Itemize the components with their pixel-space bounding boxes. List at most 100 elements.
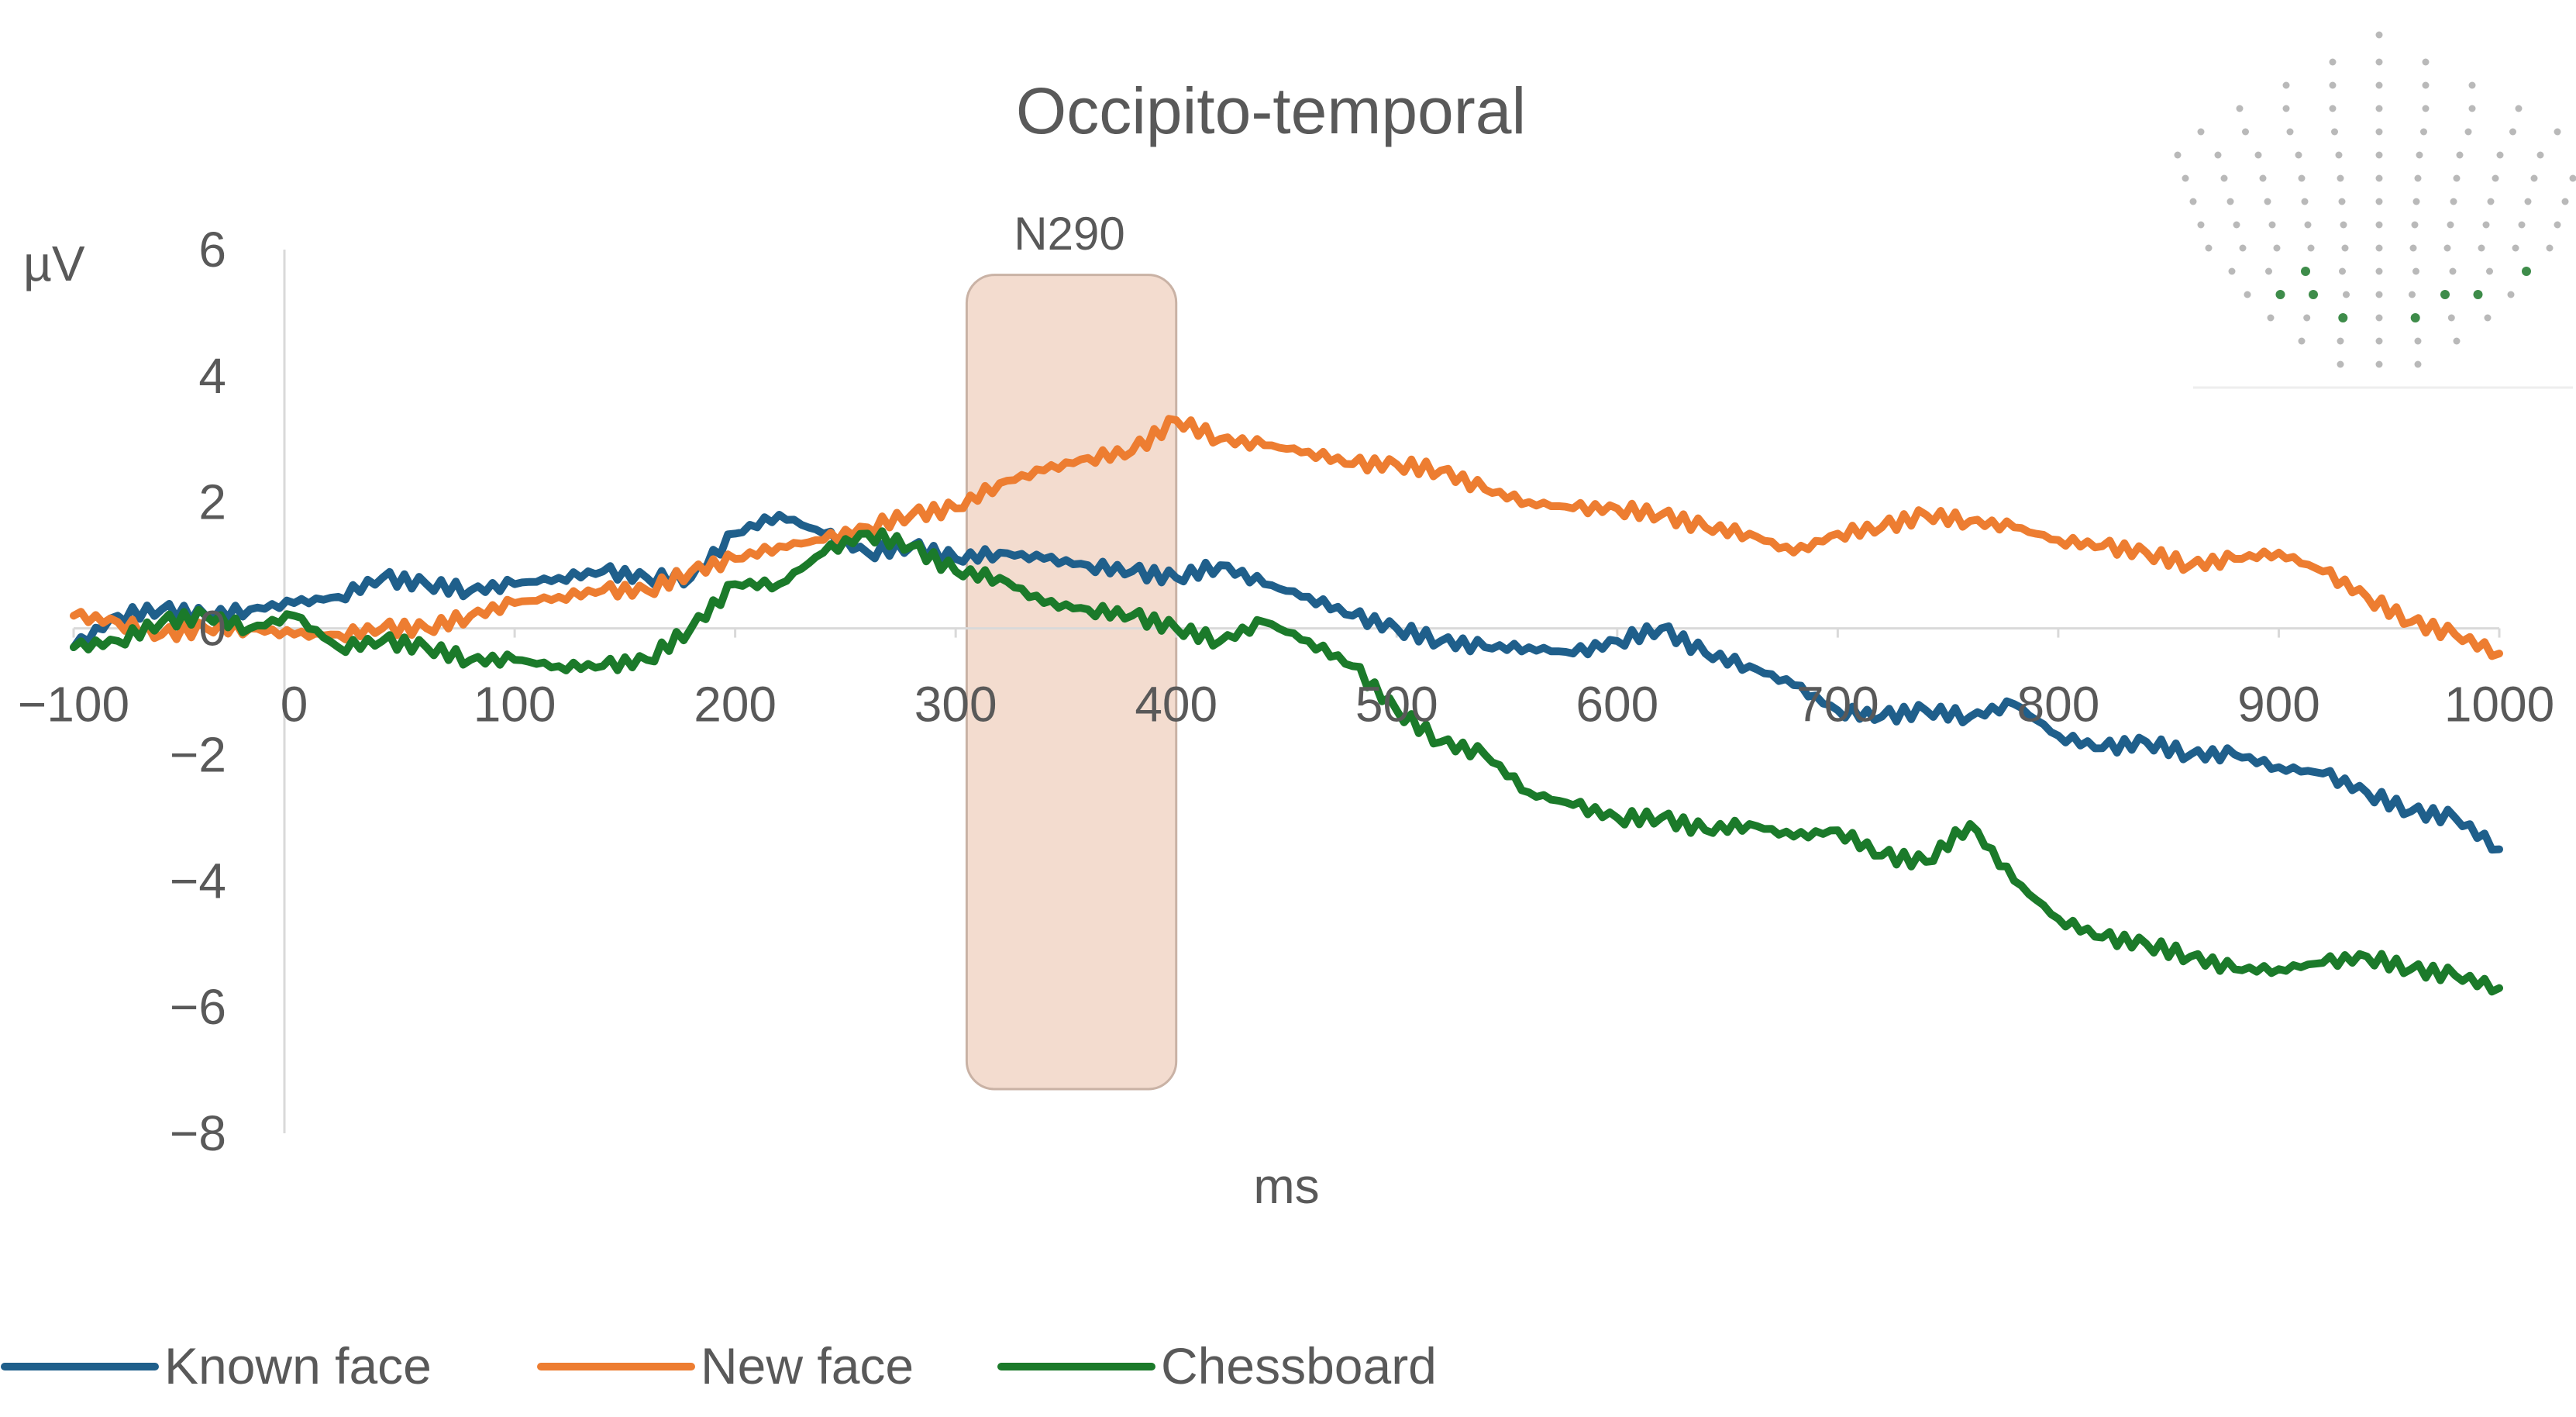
electrode-dot [2274, 245, 2281, 252]
electrode-dot [2450, 198, 2457, 205]
y-tick-label: 0 [198, 601, 226, 657]
x-tick-label: 500 [1355, 677, 1438, 733]
electrode-dot [2340, 222, 2347, 229]
electrode-dot [2376, 105, 2383, 112]
x-tick-label: 1000 [2444, 677, 2554, 733]
x-tick-label: 0 [281, 677, 308, 733]
x-tick-label: −100 [18, 677, 129, 733]
electrode-dot [2265, 268, 2272, 275]
legend-label: New face [701, 1337, 914, 1395]
electrode-dot [2337, 361, 2344, 368]
electrode-dot [2287, 129, 2294, 136]
electrode-dot [2343, 291, 2350, 298]
legend-label: Known face [164, 1337, 432, 1395]
electrode-dot [2330, 82, 2337, 89]
y-tick-label: −2 [170, 726, 226, 782]
electrode-dot [2264, 198, 2271, 205]
y-axis-label: µV [23, 236, 85, 291]
electrode-dot [2198, 222, 2205, 229]
y-tick-label: −4 [170, 853, 226, 908]
electrode-dot [2376, 198, 2383, 205]
y-tick-label: 6 [198, 222, 226, 278]
electrode-dot [2413, 198, 2420, 205]
electrode-dot [2376, 291, 2383, 298]
electrode-dot [2488, 198, 2495, 205]
x-tick-label: 400 [1135, 677, 1217, 733]
electrode-dot [2519, 222, 2526, 229]
electrode-dot [2492, 175, 2499, 182]
electrode-map-inset [2175, 32, 2576, 388]
electrode-dot [2283, 82, 2290, 89]
chart-title: Occipito-temporal [1016, 74, 1526, 147]
annotation-label: N290 [1014, 208, 1124, 260]
electrode-dot [2512, 245, 2519, 252]
electrode-dot-selected [2474, 290, 2483, 299]
electrode-dot [2305, 222, 2312, 229]
electrode-dot-selected [2411, 313, 2420, 322]
electrode-dot [2444, 245, 2451, 252]
electrode-dot [2537, 152, 2544, 159]
electrode-dot [2190, 198, 2197, 205]
electrode-dot [2457, 152, 2464, 159]
electrode-dot [2376, 338, 2383, 345]
electrode-dot [2330, 105, 2337, 112]
y-tick-label: −6 [170, 979, 226, 1035]
electrode-dot [2554, 222, 2561, 229]
electrode-dot-selected [2301, 267, 2310, 276]
electrode-dot [2237, 105, 2244, 112]
electrode-dot [2376, 245, 2383, 252]
electrode-dot [2423, 82, 2430, 89]
electrode-dot [2229, 268, 2236, 275]
electrode-dot [2227, 198, 2234, 205]
electrode-dot [2268, 315, 2275, 322]
electrode-dot [2415, 175, 2422, 182]
electrode-dot [2547, 245, 2554, 252]
series-line-known-face [74, 515, 2499, 850]
electrode-dot [2469, 105, 2476, 112]
electrode-dot [2376, 361, 2383, 368]
electrode-dot [2469, 82, 2476, 89]
electrode-dot [2198, 129, 2205, 136]
y-tick-label: 4 [198, 348, 226, 404]
electrode-dot [2478, 245, 2485, 252]
electrode-dot [2376, 222, 2383, 229]
electrode-dot [2299, 338, 2306, 345]
electrode-dot [2509, 129, 2516, 136]
electrode-dot [2303, 315, 2310, 322]
electrode-dot [2525, 198, 2532, 205]
electrode-dot [2295, 152, 2302, 159]
electrode-dot [2416, 152, 2423, 159]
electrode-dot [2447, 222, 2454, 229]
electrode-dot [2240, 245, 2247, 252]
x-tick-label: 600 [1576, 677, 1658, 733]
electrode-dot [2420, 129, 2427, 136]
electrode-dot [2269, 222, 2276, 229]
electrode-dot [2376, 175, 2383, 182]
electrode-dot [2483, 222, 2490, 229]
y-tick-label: −8 [170, 1105, 226, 1161]
electrode-dot [2376, 32, 2383, 39]
electrode-dot-selected [2338, 313, 2347, 322]
electrode-dot [2448, 315, 2455, 322]
electrode-dot [2376, 59, 2383, 66]
electrode-dot [2182, 175, 2189, 182]
electrode-dot [2423, 59, 2430, 66]
electrode-dot [2283, 105, 2290, 112]
electrode-dot [2554, 129, 2561, 136]
electrode-dot [2255, 152, 2262, 159]
x-tick-label: 300 [914, 677, 997, 733]
x-tick-label: 100 [474, 677, 556, 733]
electrode-dot [2339, 198, 2346, 205]
electrode-dot [2410, 245, 2417, 252]
electrode-dot [2302, 198, 2309, 205]
electrode-dot [2486, 268, 2493, 275]
electrode-dot-selected [2309, 290, 2318, 299]
x-axis-label: ms [1253, 1158, 1319, 1214]
electrode-dot [2465, 129, 2472, 136]
electrode-dot [2423, 105, 2430, 112]
electrode-dot [2376, 315, 2383, 322]
x-tick-label: 700 [1796, 677, 1879, 733]
